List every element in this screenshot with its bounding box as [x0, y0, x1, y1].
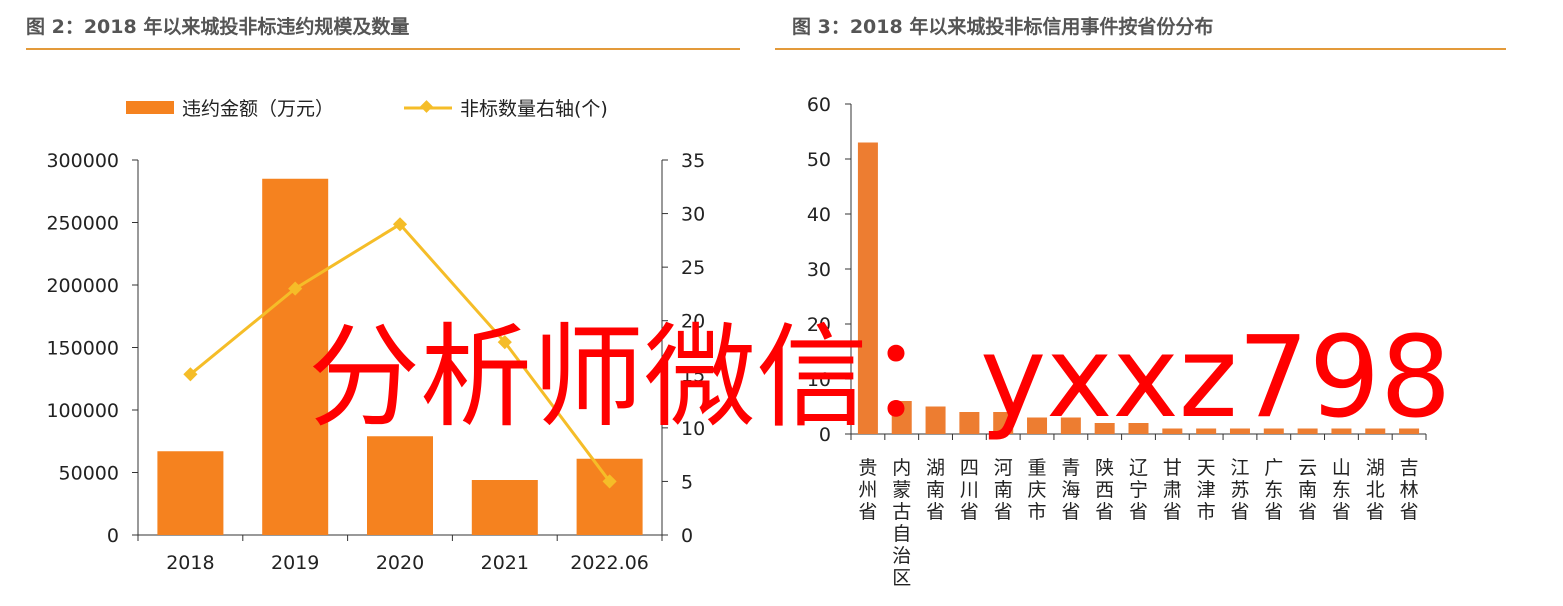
bar-云南省 — [1297, 428, 1318, 434]
bar-湖北省 — [1365, 428, 1386, 434]
x-tick-label: 2020 — [376, 552, 424, 574]
bar-2021 — [471, 480, 538, 535]
y-tick-label-left: 200000 — [46, 275, 119, 297]
x-tick-label-贵州省: 贵州省 — [858, 457, 877, 523]
y-tick-label-right: 15 — [681, 364, 705, 386]
chart-3: 0 10 20 30 40 50 60 贵州省内蒙古自治区湖南省四川省河南省重庆市青海省陕西省… — [807, 94, 1427, 589]
y-tick-label: 40 — [807, 204, 831, 226]
y-tick-label-right: 5 — [681, 471, 693, 493]
figure-2-title: 图 2：2018 年以来城投非标违约规模及数量 — [26, 16, 410, 38]
legend-label-line: 非标数量右轴(个) — [460, 98, 608, 120]
x-tick-label: 2022.06 — [570, 552, 649, 574]
x-tick-label-青海省: 青海省 — [1061, 457, 1080, 523]
bar-贵州省 — [857, 142, 878, 434]
y-tick-label-right: 10 — [681, 418, 705, 440]
bar-湖南省 — [925, 406, 946, 434]
x-tick-label-辽宁省: 辽宁省 — [1129, 457, 1148, 523]
bar-2018 — [157, 451, 224, 535]
x-tick-label-陕西省: 陕西省 — [1095, 457, 1114, 523]
bar-江苏省 — [1229, 428, 1250, 434]
bar-2020 — [367, 436, 433, 535]
y-tick-label-left: 300000 — [46, 150, 119, 172]
chart-2: 违约金额（万元） 非标数量右轴(个) 0 50000 100000 150000 20000… — [46, 98, 705, 574]
x-tick-label-四川省: 四川省 — [960, 457, 979, 523]
x-tick-label-内蒙古自治区: 内蒙古自治区 — [892, 457, 911, 589]
y-tick-label: 50 — [807, 149, 831, 171]
y-tick-label: 10 — [807, 369, 831, 391]
y-tick-label-right: 0 — [681, 525, 693, 547]
bar-河南省 — [993, 412, 1014, 434]
figure-3-title-rule — [775, 48, 1506, 50]
bar-2019 — [262, 178, 329, 535]
y-tick-label-left: 0 — [107, 525, 119, 547]
x-tick-label-重庆市: 重庆市 — [1028, 457, 1047, 523]
y-tick-label: 60 — [807, 94, 831, 116]
bar-山东省 — [1331, 428, 1352, 434]
x-tick-label-江苏省: 江苏省 — [1230, 457, 1249, 523]
y-tick-label-left: 150000 — [46, 338, 119, 360]
bar-陕西省 — [1094, 423, 1115, 434]
line-point-2019 — [288, 281, 303, 296]
bar-2022.06 — [576, 458, 643, 535]
x-tick-label-湖南省: 湖南省 — [926, 457, 945, 523]
bar-辽宁省 — [1128, 423, 1149, 434]
y-tick-label-left: 50000 — [59, 463, 119, 485]
legend-marker-line — [420, 100, 433, 113]
x-tick-label-广东省: 广东省 — [1264, 457, 1283, 523]
y-tick-label-right: 30 — [681, 204, 705, 226]
figure-3-title: 图 3：2018 年以来城投非标信用事件按省份分布 — [792, 16, 1214, 38]
x-tick-label-甘肃省: 甘肃省 — [1163, 457, 1182, 523]
y-tick-label-right: 25 — [681, 257, 705, 279]
y-tick-label-right: 35 — [681, 150, 705, 172]
x-tick-label: 2021 — [481, 552, 529, 574]
bar-天津市 — [1196, 428, 1217, 434]
bar-吉林省 — [1399, 428, 1420, 434]
y-tick-label: 0 — [819, 424, 831, 446]
y-tick-label-left: 250000 — [46, 213, 119, 235]
x-tick-label: 2018 — [166, 552, 214, 574]
bar-重庆市 — [1027, 417, 1048, 434]
bar-青海省 — [1060, 417, 1081, 434]
x-tick-label: 2019 — [271, 552, 319, 574]
y-tick-label-right: 20 — [681, 311, 705, 333]
x-tick-label-山东省: 山东省 — [1332, 457, 1351, 523]
y-tick-label-left: 100000 — [46, 400, 119, 422]
y-tick-label: 30 — [807, 259, 831, 281]
line-point-2022.06 — [602, 474, 617, 489]
bar-内蒙古自治区 — [891, 401, 912, 434]
x-tick-label-河南省: 河南省 — [994, 457, 1013, 523]
bar-广东省 — [1263, 428, 1284, 434]
watermark-text: 分析师微信：yxxz798 — [308, 313, 1452, 443]
legend-label-bar: 违约金额（万元） — [182, 98, 334, 120]
x-tick-label-云南省: 云南省 — [1298, 457, 1317, 523]
bar-四川省 — [959, 412, 980, 434]
bar-甘肃省 — [1162, 428, 1183, 434]
line-point-2018 — [183, 367, 198, 382]
x-tick-label-天津市: 天津市 — [1197, 457, 1216, 523]
y-tick-label: 20 — [807, 314, 831, 336]
legend-swatch-bar — [126, 101, 174, 114]
line-point-2021 — [497, 335, 512, 350]
x-tick-label-吉林省: 吉林省 — [1400, 457, 1419, 523]
line-point-2020 — [392, 217, 408, 232]
figure-2-title-rule — [26, 48, 740, 50]
x-tick-label-湖北省: 湖北省 — [1366, 457, 1385, 523]
